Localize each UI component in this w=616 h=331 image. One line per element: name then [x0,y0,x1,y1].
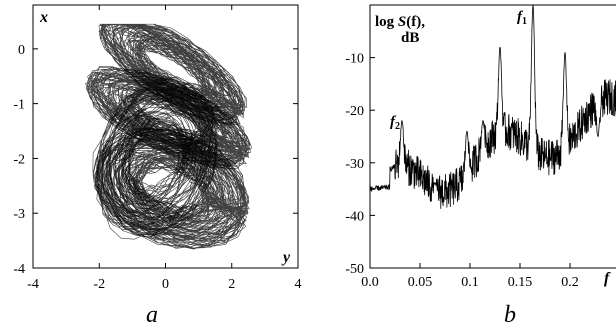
spectrum-x-tick-label: 0.05 [408,275,433,290]
spectrum-frame [369,4,616,269]
phase-x-tick-label: 2 [228,277,235,292]
phase-y-tick-label: -2 [13,152,25,167]
peak-label-f1: f1 [517,9,527,27]
trajectory-band [92,76,219,240]
spectrum-y-label-line1: log S(f), [375,14,425,30]
spectrum-series [369,5,616,209]
spectrum-y-ticks: -10 -20 -30 -40 -50 [345,52,375,277]
peak-annotations: f1 f2 [390,9,527,132]
phase-y-tick-label: 0 [18,43,25,58]
spectrum-x-tick-label: 0.0 [361,275,379,290]
spectrum-x-tick-label: 0.2 [561,275,579,290]
spectrum-y-tick-label: -40 [345,209,364,224]
phase-x-tick-label: -2 [93,277,105,292]
spectrum-x-tick-label: 0.15 [508,275,533,290]
attractor-trajectory [84,23,253,250]
spectrum-x-axis-name: f [604,270,611,287]
phase-y-tick-label: -4 [13,262,25,277]
panel-label-b: b [504,302,516,328]
phase-y-tick-label: -3 [13,207,25,222]
phase-x-ticks: -4 -2 0 2 4 [27,5,302,292]
phase-y-tick-label: -1 [13,98,25,113]
spectrum-y-tick-label: -10 [345,52,364,67]
spectrum-y-tick-label: -20 [345,104,364,119]
peak-label-f2: f2 [390,114,400,132]
spectrum-x-tick-label: 0.1 [461,275,479,290]
spectrum-y-tick-label: -50 [345,262,364,277]
phase-y-axis-name: x [39,9,48,26]
spectrum-panel: 0.0 0.05 0.1 0.15 0.2 -10 -20 -30 -40 -50 log S(… [345,4,616,328]
phase-x-tick-label: 4 [295,277,302,292]
trajectory-band [94,128,250,250]
phase-portrait-panel: -4 -2 0 2 4 0 -1 -2 -3 -4 x y a [13,4,302,328]
spectrum-y-tick-label: -30 [345,157,364,172]
power-spectrum-line [369,5,616,209]
panel-label-a: a [146,302,158,328]
phase-x-tick-label: -4 [27,277,39,292]
spectrum-y-label-line2: dB [401,30,419,46]
phase-x-axis-name: y [281,249,291,266]
phase-x-tick-label: 0 [162,277,169,292]
spectrum-x-ticks: 0.0 0.05 0.1 0.15 0.2 [361,263,579,290]
phase-y-ticks: 0 -1 -2 -3 -4 [13,43,298,277]
